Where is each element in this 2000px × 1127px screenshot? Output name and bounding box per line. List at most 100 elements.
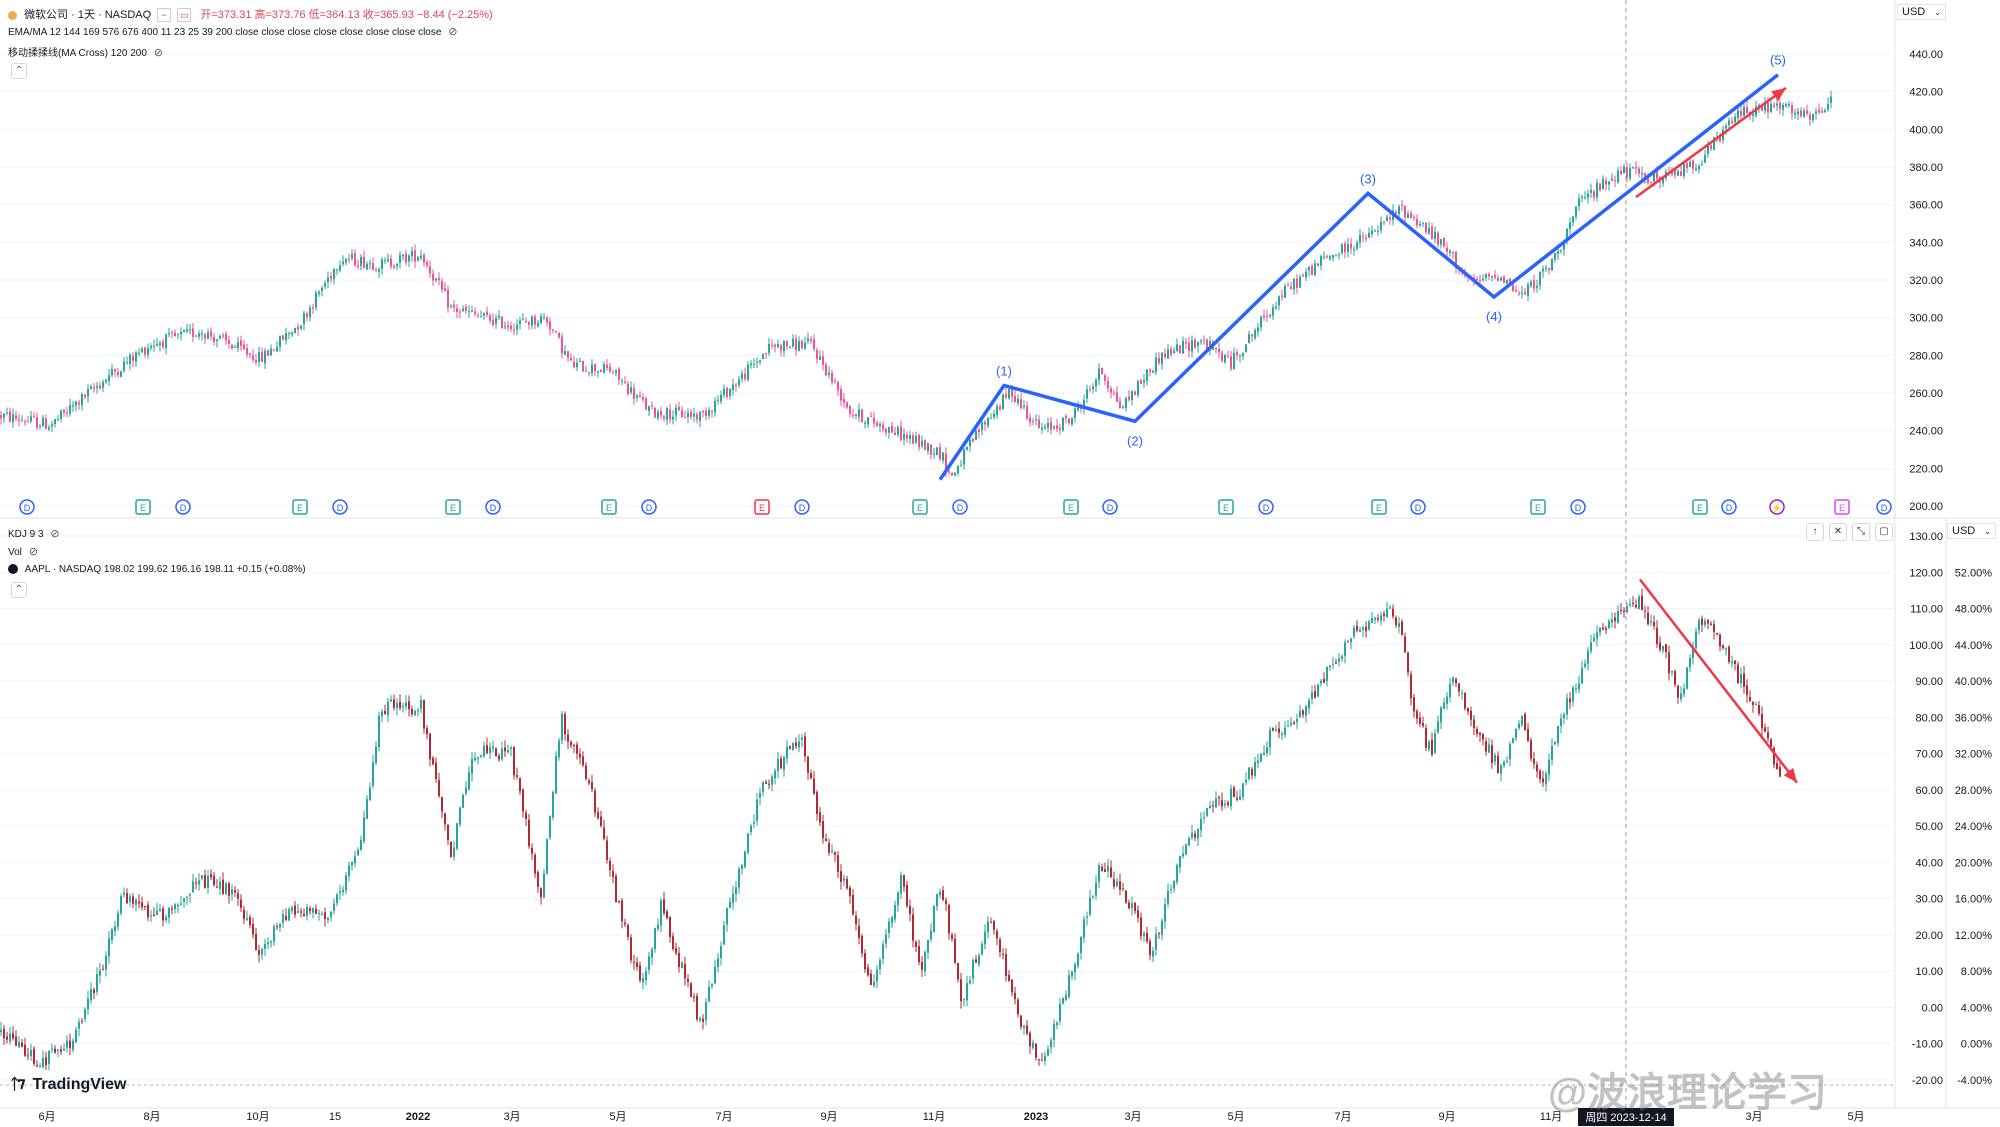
tradingview-logo[interactable]: ᛏ𝟕 TradingView [10,1076,126,1094]
close-pane-icon[interactable]: ✕ [1829,523,1847,541]
ma-cross-indicator-line[interactable]: 移动揉揉线(MA Cross) 120 200 ⊘ [8,44,163,59]
candle-body [1296,718,1298,723]
collapse-pane-icon[interactable]: ⤡ [1852,523,1870,541]
candle-body [810,339,812,341]
candle-body [1143,933,1145,936]
square-icon[interactable]: ▭ [177,8,192,23]
candle-body [789,746,791,749]
candle-body [261,949,263,955]
candle-body [81,394,83,406]
candle-body [1083,919,1085,938]
candle-body [1320,256,1322,266]
candle-body [870,415,872,417]
candle-body [1413,697,1415,712]
candle-body [1089,897,1091,915]
candle-body [732,384,734,391]
candle-body [372,762,374,786]
candle-body [210,331,212,337]
event-markers[interactable]: D E D E D E D E D E D E D E D E D E D E D E D ⚡ E D [19,499,1892,515]
eye-hidden-icon[interactable]: ⊘ [28,546,38,558]
candle-body [351,862,353,866]
candle-body [1575,687,1577,690]
vol-indicator-line[interactable]: Vol ⊘ [8,545,38,558]
collapse-legend-bottom-button[interactable]: ⌃ [11,582,27,598]
candle-body [1200,818,1202,831]
candle-body [192,881,194,893]
candle-body [1275,729,1277,731]
maximize-pane-icon[interactable]: ▢ [1875,523,1893,541]
eye-hidden-icon[interactable]: ⊘ [50,528,60,540]
candle-body [1536,764,1538,772]
candle-body [951,472,953,476]
candle-body [735,384,737,387]
y-axis-percent[interactable]: 52.00% 48.00% 44.00% 40.00% 36.00% 32.00% 28.0… [1955,567,1993,1087]
eye-hidden-icon[interactable]: ⊘ [448,26,458,38]
candle-body [426,262,428,266]
candle-body [651,949,653,958]
y-tick-label: 340.00 [1909,237,1943,249]
candle-body [663,899,665,914]
minus-icon[interactable]: − [157,8,172,23]
candle-body [462,308,464,311]
x-axis[interactable]: 6月 8月 10月 15 2022 3月 5月 7月 9月 11月 2023 3月 5月 7月 9月 11月 3… [38,1108,1865,1126]
candle-body [1083,400,1085,409]
y-axis-bottom[interactable]: 130.00 120.00 110.00 100.00 90.00 80.00 70.00 6… [1909,531,1943,1087]
candle-body [1077,407,1079,410]
candle-body [168,332,170,335]
candle-body [1293,722,1295,724]
candle-body [1041,1059,1043,1061]
ema-indicator-line[interactable]: EMA/MA 12 144 169 576 676 400 11 23 25 3… [8,25,457,38]
x-tick-label: 3月 [503,1111,520,1123]
candle-body [1458,683,1460,692]
candle-body [1680,171,1682,176]
candle-body [744,373,746,380]
candle-body [1650,181,1652,183]
candle-body [96,974,98,992]
currency-select-bottom[interactable]: USD ⌄ [1947,523,1996,539]
candle-body [354,253,356,266]
candle-body [144,905,146,907]
candle-body [1050,1040,1052,1048]
candle-body [234,346,236,348]
candle-body [606,840,608,861]
kdj-indicator-line[interactable]: KDJ 9 3 ⊘ [8,527,60,540]
currency-select-top[interactable]: USD ⌄ [1897,4,1946,20]
event-marker-glyph: E [1376,503,1382,513]
bottom-symbol-line[interactable]: AAPL · NASDAQ 198.02 199.62 196.16 198.1… [8,564,306,575]
collapse-legend-top-button[interactable]: ⌃ [11,63,27,79]
candle-body [375,269,377,271]
candle-body [450,841,452,857]
candle-body [171,908,173,910]
candle-body [699,1018,701,1021]
candle-body [420,700,422,709]
candle-body [903,433,905,440]
candle-body [1182,853,1184,857]
candle-body [309,908,311,912]
candle-body [1476,278,1478,280]
eye-hidden-icon[interactable]: ⊘ [153,47,163,59]
candle-body [468,772,470,790]
candle-body [1797,111,1799,115]
candle-body [1314,263,1316,275]
candle-body [1539,770,1541,780]
candle-body [1539,272,1541,286]
candle-body [1761,104,1763,111]
candle-body [204,334,206,339]
candle-body [1413,216,1415,218]
y-tick-label: 0.00 [1922,1002,1943,1014]
candle-body [729,388,731,396]
candle-body [321,914,323,916]
y-axis-top[interactable]: 440.00 420.00 400.00 380.00 360.00 340.00 320.… [1909,49,1943,513]
candle-body [816,792,818,814]
candle-body [1185,844,1187,855]
candle-body [1380,615,1382,621]
candle-body [633,388,635,399]
candle-body [1419,223,1421,226]
wave-label: (5) [1770,53,1786,68]
pane-up-icon[interactable]: ↑ [1806,523,1824,541]
candle-body [303,914,305,917]
top-symbol-title[interactable]: 微软公司 · 1天 · NASDAQ [24,9,152,21]
candle-body [1725,648,1727,650]
candle-body [945,900,947,904]
